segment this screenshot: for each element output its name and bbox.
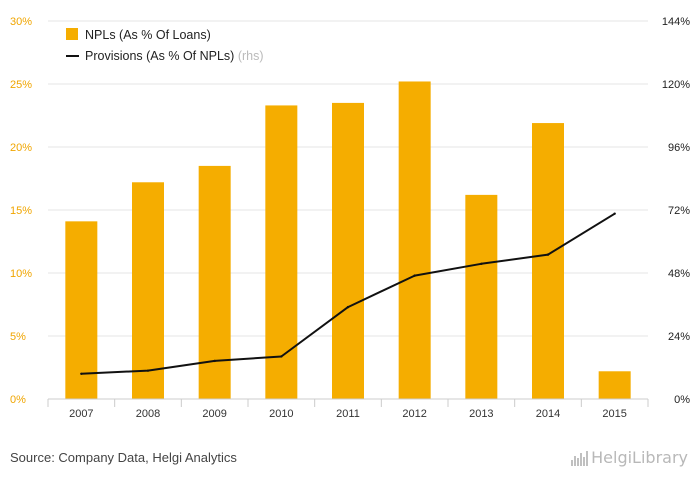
npl-bar-2014[interactable] [532, 123, 564, 399]
left-axis-ticks: 0% 5% 10% 15% 20% 25% 30% [10, 16, 32, 406]
right-tick-label: 24% [668, 331, 690, 343]
x-tick-label: 2013 [469, 408, 493, 420]
npl-bar-2011[interactable] [332, 102, 364, 400]
right-tick-label: 0% [674, 394, 690, 406]
npl-bar-2015[interactable] [598, 371, 631, 399]
left-tick-label: 25% [10, 79, 32, 91]
brand-name: HelgiLibrary [591, 448, 688, 467]
x-tick-label: 2015 [602, 408, 626, 420]
provisions-point-2008[interactable] [146, 369, 150, 372]
npl-bar-2008[interactable] [132, 182, 164, 399]
npl-bar-2013[interactable] [465, 194, 498, 399]
left-tick-label: 20% [10, 142, 32, 154]
provisions-point-2011[interactable] [346, 305, 350, 309]
provisions-line [80, 212, 616, 375]
npl-bar-2007[interactable] [65, 221, 98, 399]
legend-provisions-label[interactable]: Provisions (As % Of NPLs) (rhs) [85, 49, 264, 63]
right-tick-label: 72% [668, 205, 690, 217]
legend-provisions-rhs: (rhs) [238, 49, 264, 63]
provisions-point-2013[interactable] [480, 262, 483, 266]
right-axis-ticks: 0% 24% 48% 72% 96% 120% 144% [662, 16, 690, 406]
npl-bar-2009[interactable] [198, 165, 231, 399]
x-tick-label: 2014 [536, 408, 560, 420]
x-tick-label: 2012 [402, 408, 426, 420]
provisions-point-2010[interactable] [280, 355, 283, 358]
x-tick-label: 2007 [69, 408, 93, 420]
x-tick-label: 2011 [336, 408, 360, 420]
x-axis: 2007 2008 2009 2010 2011 2012 2013 2014 2015 [47, 398, 649, 420]
left-tick-label: 10% [10, 268, 32, 280]
right-tick-label: 96% [668, 142, 690, 154]
source-note: Source: Company Data, Helgi Analytics [10, 450, 237, 465]
provisions-point-2015[interactable] [613, 212, 616, 215]
provisions-point-2007[interactable] [80, 372, 83, 375]
legend-npl-label[interactable]: NPLs (As % Of Loans) [85, 28, 211, 42]
left-tick-label: 0% [10, 394, 26, 406]
brand-logo: HelgiLibrary [571, 448, 688, 467]
right-tick-label: 48% [668, 268, 690, 280]
provisions-point-2014[interactable] [546, 253, 550, 256]
x-tick-label: 2009 [202, 408, 226, 420]
legend-provisions-text: Provisions (As % Of NPLs) [85, 49, 234, 63]
provisions-point-2009[interactable] [213, 359, 216, 363]
npl-bar-2010[interactable] [265, 105, 298, 400]
x-tick-label: 2010 [269, 408, 293, 420]
legend: NPLs (As % Of Loans) Provisions (As % Of… [66, 28, 264, 63]
npl-bars [65, 81, 631, 400]
legend-npl-swatch [66, 28, 78, 40]
right-tick-label: 120% [662, 79, 690, 91]
provisions-point-2012[interactable] [413, 274, 416, 277]
brand-bars-icon [571, 450, 589, 466]
left-tick-label: 5% [10, 331, 26, 343]
chart: 0% 5% 10% 15% 20% 25% 30% 0% 24% 48% 72% 96% 120% 14… [10, 16, 690, 420]
right-tick-label: 144% [662, 16, 690, 28]
left-tick-label: 15% [10, 205, 32, 217]
left-tick-label: 30% [10, 16, 32, 28]
x-tick-label: 2008 [136, 408, 160, 420]
npl-bar-2012[interactable] [398, 81, 431, 399]
